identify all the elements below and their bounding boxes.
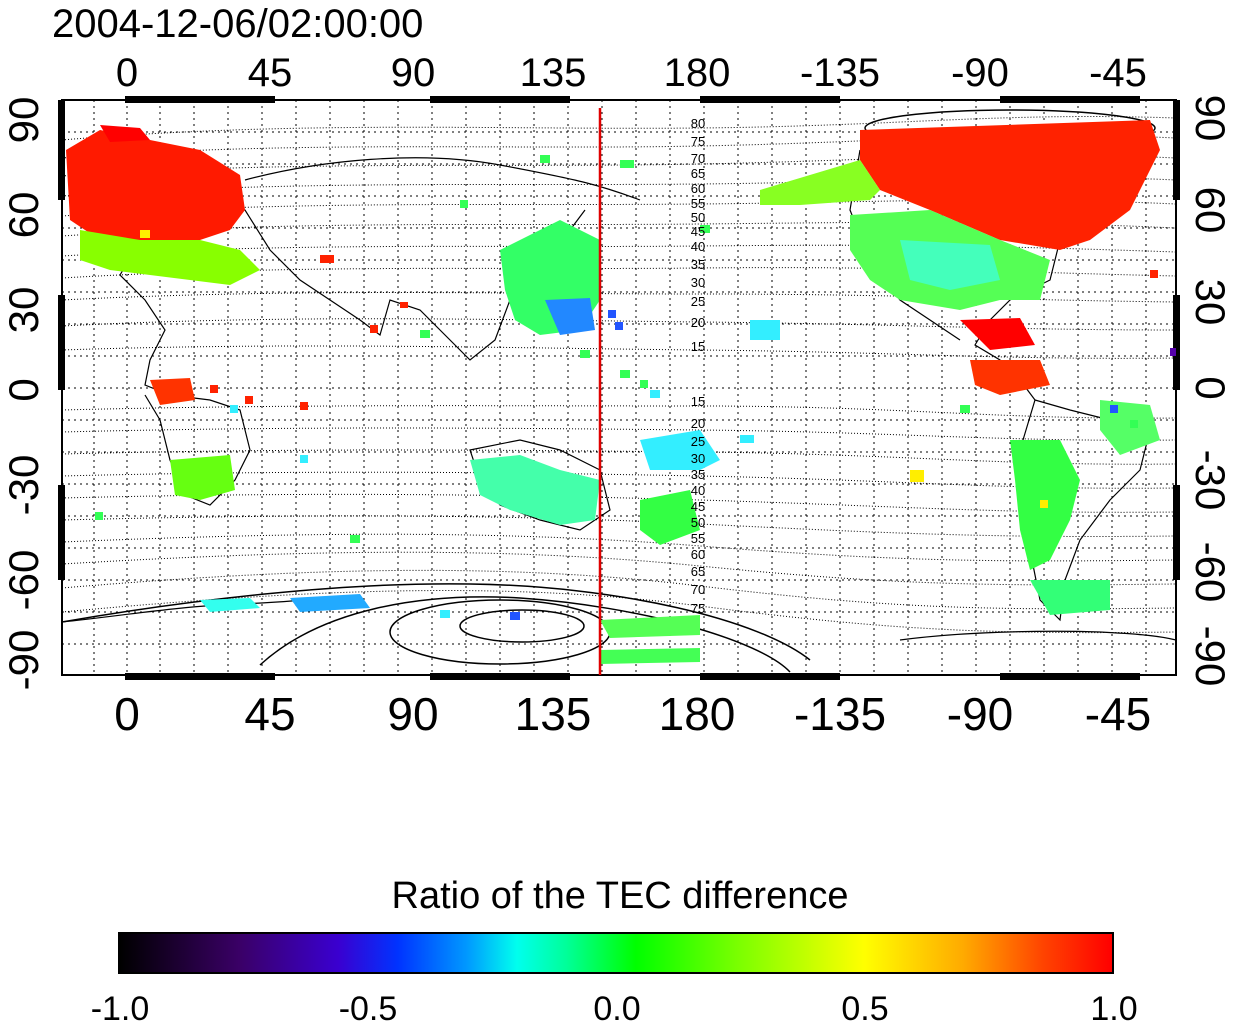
contour-labels-north: 80 75 70 65 60 55 50 45 40 35 30 25 20 1…	[691, 116, 705, 354]
lon-label: 0	[114, 688, 140, 740]
contour-label: 30	[691, 275, 705, 290]
lon-label: 90	[387, 688, 438, 740]
lon-label: 45	[244, 688, 295, 740]
contour-label: 45	[691, 499, 705, 514]
contour-label: 80	[691, 116, 705, 131]
lon-label: 135	[520, 51, 587, 95]
colorbar	[118, 932, 1114, 974]
lat-label: -30	[1187, 450, 1234, 511]
top-longitude-labels: 0 45 90 135 180 -135 -90 -45	[116, 51, 1147, 95]
contour-label: 30	[691, 451, 705, 466]
contour-label: 40	[691, 483, 705, 498]
lat-label: -60	[0, 550, 47, 611]
tec-data-patches	[66, 120, 1176, 664]
lat-label: -60	[1187, 542, 1234, 603]
lon-label: 135	[515, 688, 592, 740]
lat-label: -90	[1187, 626, 1234, 687]
lat-label: 90	[1187, 95, 1234, 142]
contour-label: 15	[691, 394, 705, 409]
contour-label: 55	[691, 196, 705, 211]
bottom-longitude-labels: 0 45 90 135 180 -135 -90 -45	[114, 688, 1151, 740]
lat-label: 60	[1187, 187, 1234, 234]
lat-label: 30	[1187, 279, 1234, 326]
lat-label: 90	[0, 97, 47, 144]
contour-label: 75	[691, 134, 705, 149]
lon-label: -135	[800, 51, 880, 95]
lat-label: 30	[0, 287, 47, 334]
colorbar-tick-label: 1.0	[1090, 990, 1138, 1028]
contour-label: 50	[691, 210, 705, 225]
contour-labels-south: 15 20 25 30 35 40 45 50 55 60 65 70 75	[691, 394, 705, 616]
contour-label: 70	[691, 151, 705, 166]
colorbar-tick-label: -0.5	[338, 990, 398, 1028]
lat-label: -30	[0, 455, 47, 516]
lon-label: 45	[248, 51, 293, 95]
lon-label: 180	[659, 688, 736, 740]
lon-label: 90	[391, 51, 436, 95]
contour-label: 65	[691, 166, 705, 181]
plot-title: 2004-12-06/02:00:00	[52, 2, 424, 46]
magnetic-latitude-contours	[61, 116, 1177, 634]
lon-label: -45	[1085, 688, 1151, 740]
lon-label: 0	[116, 51, 138, 95]
contour-label: 25	[691, 434, 705, 449]
lon-label: -90	[951, 51, 1009, 95]
left-latitude-labels: 90 60 30 0 -30 -60 -90	[0, 97, 47, 691]
lat-label: 0	[1187, 376, 1234, 399]
frame-ticks	[58, 96, 1180, 680]
lat-label: -90	[0, 630, 47, 691]
contour-label: 60	[691, 181, 705, 196]
contour-label: 15	[691, 339, 705, 354]
contour-label: 50	[691, 515, 705, 530]
colorbar-tick-label: 0.0	[593, 990, 641, 1028]
colorbar-tick-label: 0.5	[841, 990, 889, 1028]
contour-label: 65	[691, 564, 705, 579]
colorbar-tick-label: -1.0	[90, 990, 150, 1028]
lon-label: -45	[1089, 51, 1147, 95]
colorbar-title: Ratio of the TEC difference	[391, 875, 849, 917]
lon-label: -90	[947, 688, 1013, 740]
lat-label: 60	[0, 192, 47, 239]
contour-label: 20	[691, 315, 705, 330]
contour-label: 60	[691, 547, 705, 562]
contour-label: 35	[691, 467, 705, 482]
contour-label: 70	[691, 582, 705, 597]
contour-label: 55	[691, 531, 705, 546]
lon-label: -135	[794, 688, 886, 740]
lat-label: 0	[0, 378, 47, 401]
right-latitude-labels: 90 60 30 0 -30 -60 -90	[1187, 95, 1234, 687]
contour-label: 75	[691, 601, 705, 616]
tec-map: 80 75 70 65 60 55 50 45 40 35 30 25 20 1…	[0, 51, 1234, 740]
contour-label: 45	[691, 224, 705, 239]
contour-label: 40	[691, 239, 705, 254]
contour-label: 25	[691, 294, 705, 309]
lon-label: 180	[664, 51, 731, 95]
contour-label: 20	[691, 416, 705, 431]
contour-label: 35	[691, 257, 705, 272]
